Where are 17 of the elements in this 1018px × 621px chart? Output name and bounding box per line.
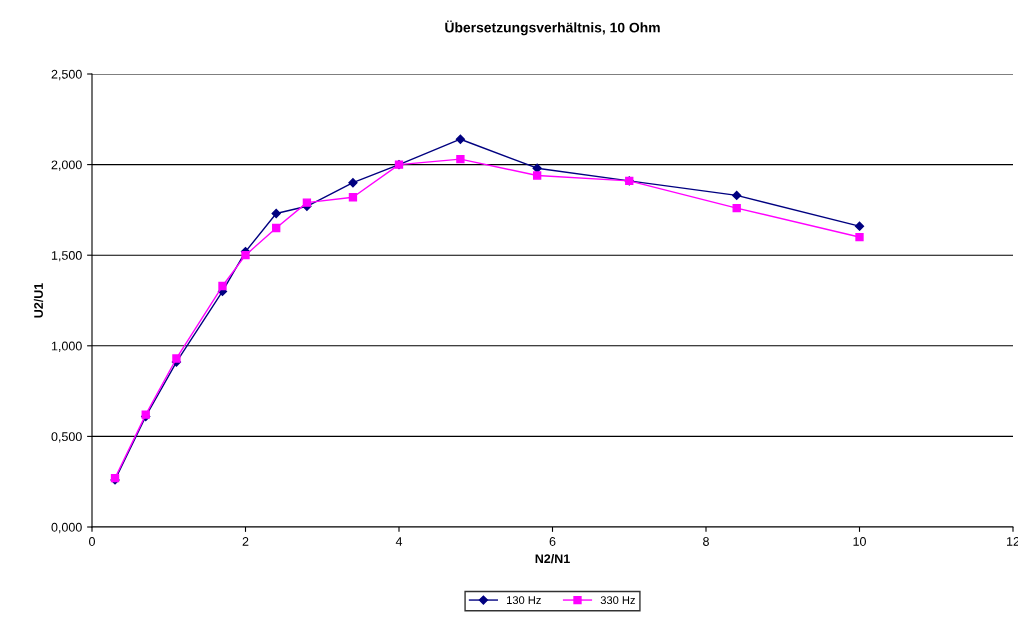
x-axis-title: N2/N1 [535,553,570,564]
y-tick-label: 2,500 [51,69,82,81]
y-tick-label: 0,500 [51,432,82,443]
y-tick-label: 1,500 [51,251,82,262]
legend-label: 130 Hz [507,596,541,605]
y-tick-label: 0,000 [51,522,82,534]
x-tick-label: 10 [853,537,866,546]
y-tick-label: 2,000 [51,160,82,171]
y-axis-title: U2/U1 [33,283,44,318]
chart-title: Übersetzungsverhältnis, 10 Ohm [445,20,660,36]
legend-label: 330 Hz [600,596,635,605]
x-tick-label: 2 [242,537,249,546]
y-tick-label: 1,000 [51,341,82,352]
x-tick-label: 8 [703,537,709,546]
x-tick-label: 4 [395,537,403,546]
x-tick-label: 6 [549,537,556,546]
x-tick-label: 0 [89,537,95,546]
